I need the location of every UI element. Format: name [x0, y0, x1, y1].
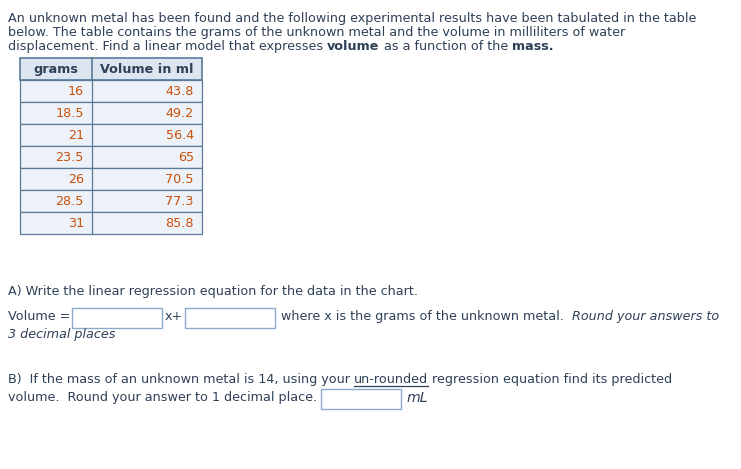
Text: 70.5: 70.5: [165, 173, 194, 186]
Text: An unknown metal has been found and the following experimental results have been: An unknown metal has been found and the …: [8, 12, 697, 25]
Text: 28.5: 28.5: [56, 195, 84, 207]
Bar: [20, 80, 202, 102]
Text: Round your answers to: Round your answers to: [571, 310, 719, 323]
Bar: [20, 212, 202, 234]
Text: 56.4: 56.4: [166, 129, 194, 142]
FancyBboxPatch shape: [321, 389, 401, 409]
Text: Volume =: Volume =: [8, 310, 70, 323]
Bar: [20, 168, 202, 190]
Text: as a function of the: as a function of the: [379, 40, 512, 53]
Text: 21: 21: [68, 129, 84, 142]
Text: 16: 16: [68, 84, 84, 98]
Text: 65: 65: [178, 151, 194, 164]
FancyBboxPatch shape: [185, 308, 275, 328]
Text: 23.5: 23.5: [56, 151, 84, 164]
Text: 26: 26: [68, 173, 84, 186]
Text: B)  If the mass of an unknown metal is 14, using your: B) If the mass of an unknown metal is 14…: [8, 373, 354, 386]
Bar: [20, 102, 202, 124]
Text: where x is the grams of the unknown metal.: where x is the grams of the unknown meta…: [281, 310, 571, 323]
Text: 43.8: 43.8: [166, 84, 194, 98]
Text: un-rounded: un-rounded: [354, 373, 428, 386]
Bar: [20, 124, 202, 146]
Text: 49.2: 49.2: [166, 106, 194, 120]
Bar: [20, 58, 202, 80]
Text: grams: grams: [33, 62, 79, 76]
Text: 31: 31: [67, 217, 84, 229]
Text: displacement. Find a linear model that expresses: displacement. Find a linear model that e…: [8, 40, 327, 53]
Text: x+: x+: [165, 310, 182, 323]
Text: mass.: mass.: [512, 40, 554, 53]
Text: below. The table contains the grams of the unknown metal and the volume in milli: below. The table contains the grams of t…: [8, 26, 625, 39]
Text: 18.5: 18.5: [56, 106, 84, 120]
Text: regression equation find its predicted: regression equation find its predicted: [428, 373, 672, 386]
Text: 85.8: 85.8: [165, 217, 194, 229]
Bar: [20, 146, 202, 168]
Text: A) Write the linear regression equation for the data in the chart.: A) Write the linear regression equation …: [8, 285, 418, 298]
Text: mL: mL: [406, 391, 428, 405]
Text: volume.  Round your answer to 1 decimal place.: volume. Round your answer to 1 decimal p…: [8, 391, 317, 404]
Bar: [20, 190, 202, 212]
FancyBboxPatch shape: [73, 308, 162, 328]
Text: 77.3: 77.3: [165, 195, 194, 207]
Text: Volume in ml: Volume in ml: [100, 62, 193, 76]
Text: volume: volume: [327, 40, 379, 53]
Text: 3 decimal places: 3 decimal places: [8, 328, 116, 341]
